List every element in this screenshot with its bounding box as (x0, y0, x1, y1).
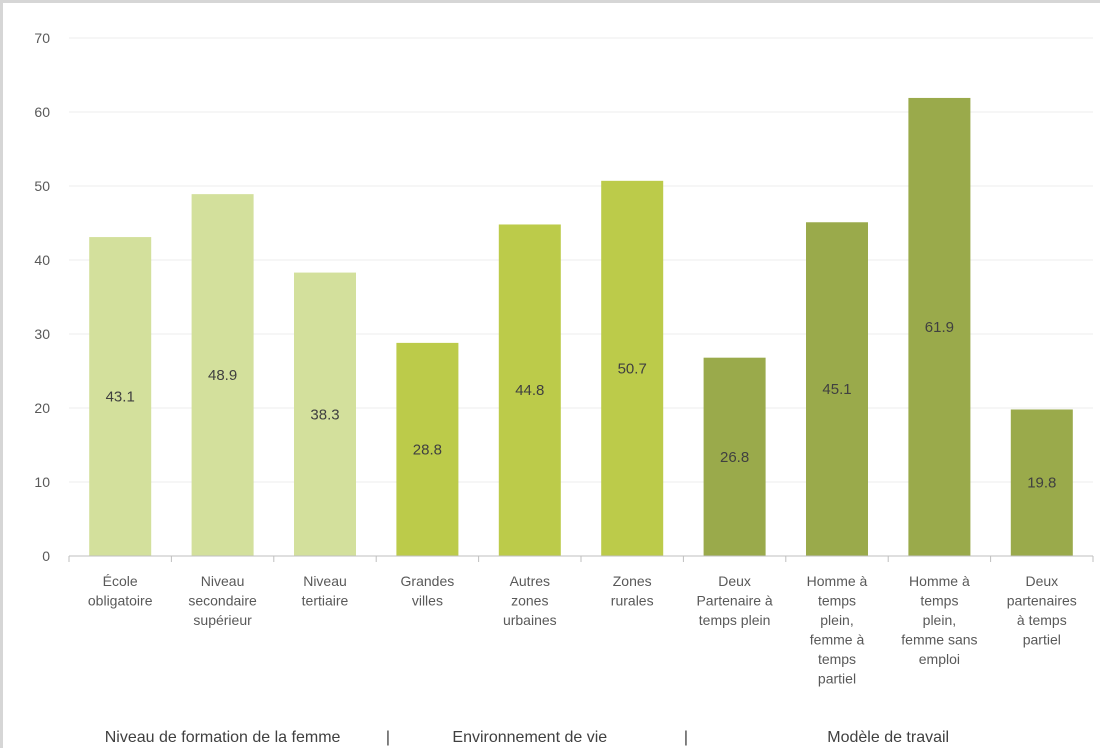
data-label: 19.8 (1027, 475, 1056, 492)
data-label: 45.1 (822, 381, 851, 398)
group-separator: | (684, 729, 688, 746)
bar (908, 97, 971, 556)
data-label: 50.7 (618, 360, 647, 377)
bar (601, 180, 664, 556)
y-tick-label: 70 (34, 30, 50, 46)
y-tick-label: 20 (34, 400, 50, 416)
category-label: Niveau secondaire supérieur (188, 573, 257, 628)
data-label: 38.3 (310, 406, 339, 423)
bar-chart: 0 10 20 30 40 50 60 70 43.1 48.9 38.3 28.8 44.8 50.7 2… (34, 30, 1094, 746)
group-label: Niveau de formation de la femme (105, 729, 341, 746)
bar (498, 224, 561, 557)
category-label: École obligatoire (88, 573, 153, 609)
y-tick-label: 40 (34, 252, 50, 268)
data-label: 48.9 (208, 367, 237, 384)
data-label: 28.8 (413, 441, 442, 458)
y-tick-label: 50 (34, 178, 50, 194)
group-separator: | (386, 729, 390, 746)
bar (806, 222, 868, 556)
bar (396, 342, 459, 556)
data-label: 61.9 (925, 319, 954, 336)
category-label: Deux partenaires à temps partiel (1007, 573, 1077, 648)
category-label: Homme à temps plein, femme à temps partiel (807, 573, 868, 687)
bar (703, 357, 766, 556)
y-tick-label: 30 (34, 326, 50, 342)
group-label: Environnement de vie (452, 729, 607, 746)
category-label: Zones rurales (611, 573, 654, 609)
bar (294, 272, 356, 556)
data-label: 44.8 (515, 382, 544, 399)
category-label: Niveau tertiaire (302, 573, 349, 609)
category-label: Deux Partenaire à temps plein (696, 573, 772, 628)
bar (191, 194, 254, 556)
data-label: 26.8 (720, 449, 749, 466)
y-tick-label: 0 (42, 548, 50, 564)
bar (89, 237, 152, 556)
bar (1010, 409, 1073, 556)
category-label: Homme à temps plein, femme sans emploi (901, 573, 977, 667)
category-label: Grandes villes (401, 573, 455, 609)
category-label: Autres zones urbaines (503, 573, 557, 628)
y-tick-label: 60 (34, 104, 50, 120)
data-label: 43.1 (106, 389, 135, 406)
group-label: Modèle de travail (827, 729, 949, 746)
y-tick-label: 10 (34, 474, 50, 490)
